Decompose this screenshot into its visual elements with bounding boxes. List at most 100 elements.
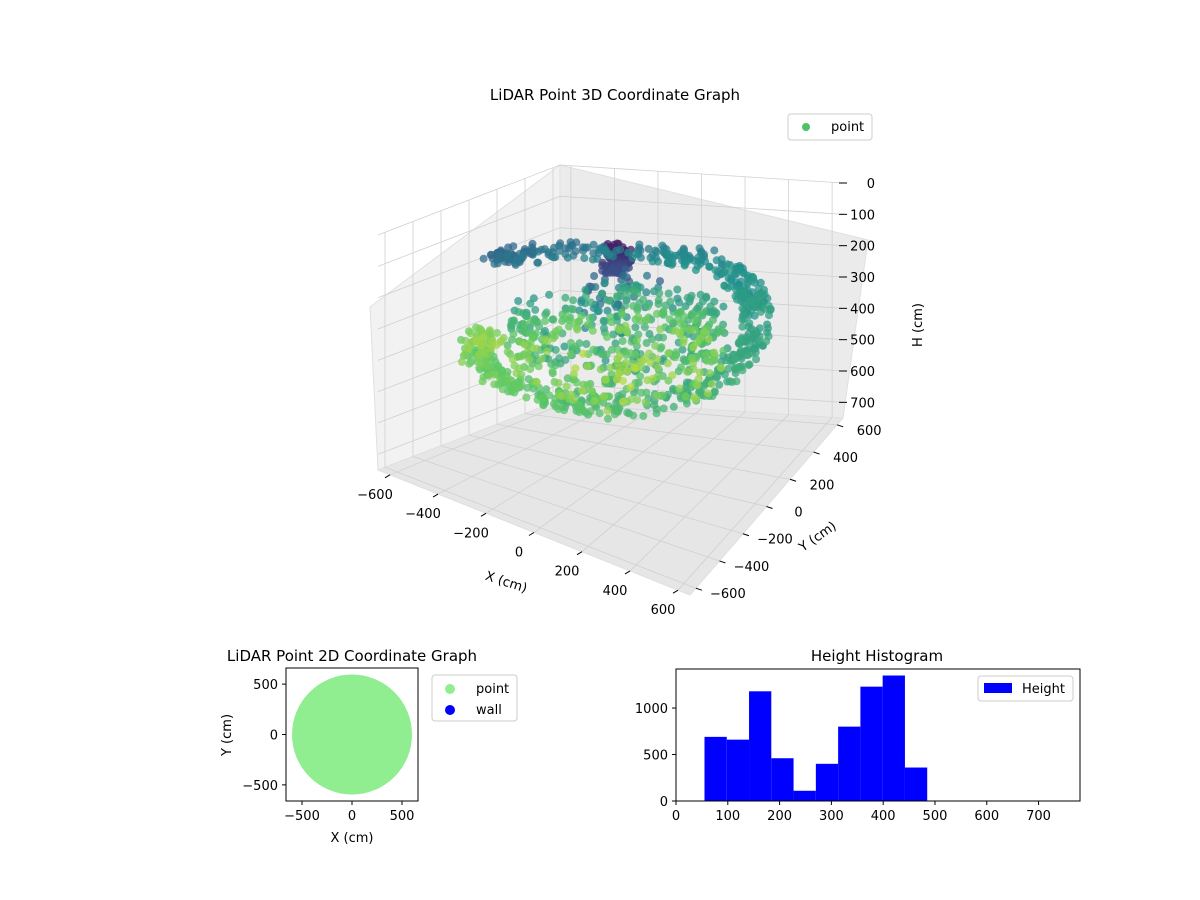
point-3d [752, 355, 761, 364]
point-3d [710, 246, 719, 255]
histogram-title: Height Histogram [811, 647, 943, 665]
point-3d [720, 268, 729, 276]
x-tick-3d [528, 532, 535, 536]
histogram-bar [793, 790, 816, 801]
point-3d [713, 372, 722, 381]
point-3d [607, 318, 616, 326]
point-3d [466, 329, 475, 338]
legend-2d: point wall [431, 674, 518, 722]
point-3d [637, 388, 646, 397]
histogram-bar [904, 767, 928, 801]
point-3d [705, 262, 714, 271]
point-3d [493, 328, 501, 337]
point-3d [673, 285, 682, 294]
point-3d [520, 320, 529, 329]
point-3d [682, 399, 691, 408]
x-tick-label-3d: 200 [555, 565, 580, 580]
point-3d [704, 335, 713, 344]
point-3d [727, 274, 736, 283]
point-3d [490, 259, 499, 268]
point-3d [545, 391, 553, 400]
legend-2d-wall-label: wall [476, 703, 502, 718]
point-3d [678, 345, 687, 354]
point-3d [668, 371, 677, 380]
point-3d [700, 327, 709, 336]
x-tick-label-hist: 400 [871, 809, 896, 824]
point-3d [561, 244, 570, 253]
point-3d [724, 364, 733, 373]
point-3d [633, 335, 641, 344]
point-3d [641, 398, 650, 407]
point-3d [618, 337, 627, 345]
point-3d [632, 249, 640, 258]
point-3d [600, 278, 609, 287]
point-3d [669, 402, 678, 411]
histogram-bar [771, 758, 794, 801]
point-3d [659, 307, 668, 316]
histogram-bar [726, 739, 750, 801]
point-3d [555, 246, 564, 255]
grid-line-y-floor [496, 423, 791, 480]
point-3d [514, 297, 523, 305]
chart-histogram: Height Histogram 0 100 200 300 400 500 600 7000… [635, 647, 1081, 824]
point-3d [733, 295, 741, 304]
pane-floor [376, 399, 845, 596]
point-3d [605, 250, 614, 258]
point-3d [509, 242, 518, 251]
point-3d [574, 401, 583, 410]
point-3d [573, 325, 582, 334]
point-3d [508, 355, 517, 364]
y-tick-3d [719, 560, 726, 564]
point-3d [612, 375, 621, 384]
point-3d [699, 382, 708, 391]
point-3d [679, 312, 688, 321]
point-3d [639, 412, 648, 420]
point-3d [656, 277, 664, 286]
x-tick-3d [672, 589, 679, 594]
point-3d [579, 349, 588, 358]
point-3d [623, 408, 632, 417]
point-3d [551, 345, 560, 354]
x-tick-label-3d: 600 [651, 603, 676, 618]
y-tick-label-3d: 600 [857, 424, 882, 439]
point-3d [599, 392, 608, 401]
point-3d [494, 363, 503, 372]
point-3d [668, 259, 677, 268]
point-3d [670, 353, 679, 362]
point-3d [569, 296, 578, 305]
point-3d [467, 351, 476, 360]
point-3d [548, 367, 557, 376]
point-3d [542, 308, 551, 317]
grid-line-h [377, 164, 844, 236]
legend-histogram-label: Height [1022, 682, 1065, 697]
point-3d [702, 350, 711, 359]
point-3d [751, 348, 760, 357]
point-3d [694, 253, 703, 262]
point-3d [723, 260, 732, 269]
z-tick-label-3d: 700 [850, 396, 875, 411]
x-tick-label-2d: 0 [348, 809, 356, 824]
point-3d [719, 346, 728, 355]
point-3d [636, 372, 645, 381]
y-tick-label-hist: 0 [660, 795, 668, 810]
point-3d [465, 359, 474, 368]
point-3d [755, 336, 764, 345]
point-3d [534, 247, 543, 256]
y-tick-label-3d: 400 [833, 451, 858, 466]
point-3d [561, 293, 570, 302]
point-3d [646, 358, 655, 367]
point-3d [560, 314, 569, 323]
point-3d [717, 364, 726, 373]
y-tick-label-3d: −400 [734, 560, 770, 575]
x-tick-3d [480, 512, 487, 517]
point-3d [602, 350, 611, 359]
y-axis-3d-label: Y (cm) [796, 519, 840, 556]
point-3d [512, 369, 521, 378]
point-3d [749, 331, 758, 340]
point-3d [603, 306, 612, 315]
point-3d [503, 252, 512, 261]
point-3d [658, 391, 667, 400]
point-3d [621, 265, 630, 274]
point-3d [756, 307, 765, 316]
point-3d [566, 350, 575, 359]
